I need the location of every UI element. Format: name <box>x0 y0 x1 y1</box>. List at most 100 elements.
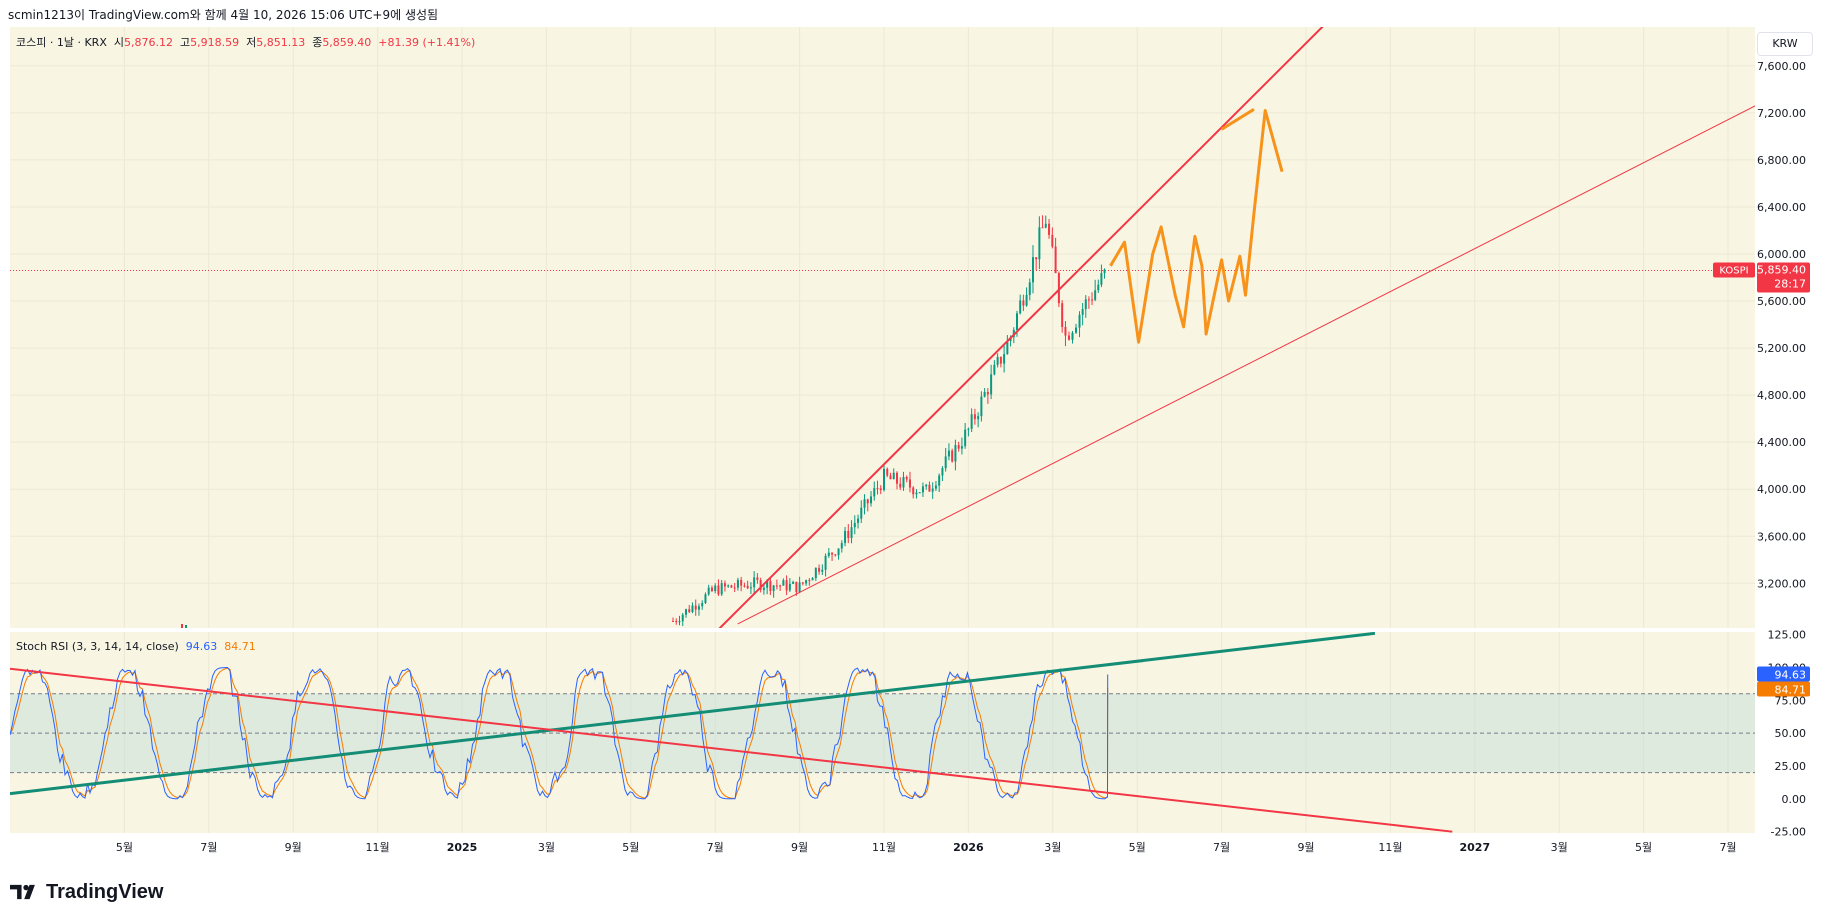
stoch-rsi-pane[interactable] <box>10 632 1755 833</box>
candle <box>883 468 885 491</box>
stoch-k-line <box>10 666 1109 800</box>
symbol-label[interactable]: 코스피 · 1날 · KRX <box>16 36 107 49</box>
candle <box>675 621 678 623</box>
candle <box>1019 300 1022 314</box>
candle <box>691 605 694 613</box>
candle <box>772 585 775 592</box>
candle <box>876 488 879 490</box>
candle <box>918 492 921 494</box>
candle <box>740 579 743 586</box>
candle <box>795 581 798 593</box>
price-badge-label-bg <box>1713 262 1755 278</box>
candle <box>801 582 804 584</box>
stoch-k-badge: 94.63 <box>1775 669 1807 682</box>
tradingview-logo-icon <box>10 884 35 900</box>
candle <box>1006 341 1009 355</box>
candle <box>743 585 746 587</box>
candle <box>717 585 720 595</box>
time-axis-label: 5월 <box>116 841 133 854</box>
stoch-d-badge-bg <box>1757 681 1810 697</box>
candle <box>1091 299 1094 301</box>
candle <box>844 530 847 544</box>
candle <box>798 582 801 593</box>
candle <box>863 499 866 508</box>
time-axis-label: 9월 <box>1297 841 1314 854</box>
candle <box>870 496 873 504</box>
candle <box>967 428 970 430</box>
time-axis-label: 2026 <box>953 841 984 854</box>
oscillator <box>10 632 1755 833</box>
candle <box>990 374 993 395</box>
candle <box>1100 273 1103 285</box>
candle <box>707 587 710 595</box>
candle <box>1031 257 1034 283</box>
candle <box>733 587 736 589</box>
candle <box>759 579 762 591</box>
candle <box>996 356 999 365</box>
candle <box>678 621 681 623</box>
price-axis-label: 5,600.00 <box>1757 295 1806 308</box>
candle <box>879 488 882 491</box>
price-badge-value: 5,859.40 <box>1757 264 1806 277</box>
stoch-title[interactable]: Stoch RSI (3, 3, 14, 14, close) <box>16 640 179 653</box>
tradingview-logo-text: TradingView <box>46 880 164 903</box>
currency-button[interactable]: KRW <box>1757 32 1813 56</box>
candle <box>746 585 749 589</box>
candle <box>688 609 691 613</box>
candle <box>710 587 713 592</box>
stoch-axis-label: 125.00 <box>1768 629 1807 642</box>
candle <box>977 416 980 420</box>
candle <box>1054 246 1057 274</box>
tradingview-logo[interactable]: TradingView <box>10 880 163 904</box>
price-axis-label: 5,200.00 <box>1757 342 1806 355</box>
candle <box>1087 299 1090 301</box>
candle <box>973 414 976 420</box>
candle <box>1028 282 1031 295</box>
candle <box>1075 327 1078 333</box>
candle <box>999 356 1002 364</box>
candle <box>905 476 908 480</box>
stoch-d-value: 84.71 <box>224 640 256 653</box>
candle <box>1081 309 1084 315</box>
candle <box>788 583 791 591</box>
candle <box>857 518 860 523</box>
candle <box>1035 257 1038 260</box>
candle <box>960 446 963 449</box>
candle <box>811 578 814 581</box>
candle <box>1084 299 1087 310</box>
price-badge-value-bg <box>1757 262 1810 293</box>
price-axis-label: 3,200.00 <box>1757 577 1806 590</box>
candle <box>1022 300 1025 306</box>
candle <box>1103 269 1106 274</box>
projected-path-orange <box>1220 108 1255 131</box>
time-axis-label: 3월 <box>538 841 555 854</box>
candle <box>785 580 788 591</box>
time-axis-label: 2027 <box>1459 841 1490 854</box>
stoch-legend: Stoch RSI (3, 3, 14, 14, close) 94.63 84… <box>16 640 256 653</box>
candle <box>824 555 827 570</box>
price-axis[interactable] <box>1755 27 1817 833</box>
candle <box>847 530 850 539</box>
candle <box>886 468 889 476</box>
candle <box>912 487 915 495</box>
candle <box>1048 223 1051 235</box>
candle <box>866 499 869 504</box>
time-axis-label: 9월 <box>791 841 808 854</box>
trendline-red-thick <box>718 27 1324 628</box>
time-axis[interactable] <box>10 834 1755 862</box>
candle <box>181 624 183 628</box>
candle <box>831 552 834 555</box>
candle <box>983 391 986 397</box>
candle <box>921 486 924 493</box>
time-axis-label: 5월 <box>1635 841 1652 854</box>
candle <box>701 602 704 607</box>
candle <box>779 585 782 587</box>
candle <box>928 484 931 492</box>
candle <box>756 577 759 580</box>
candle <box>908 479 911 488</box>
candle <box>792 581 795 584</box>
candle <box>980 396 983 417</box>
candle <box>850 527 853 539</box>
price-pane[interactable] <box>10 27 1755 628</box>
candle <box>769 580 772 592</box>
